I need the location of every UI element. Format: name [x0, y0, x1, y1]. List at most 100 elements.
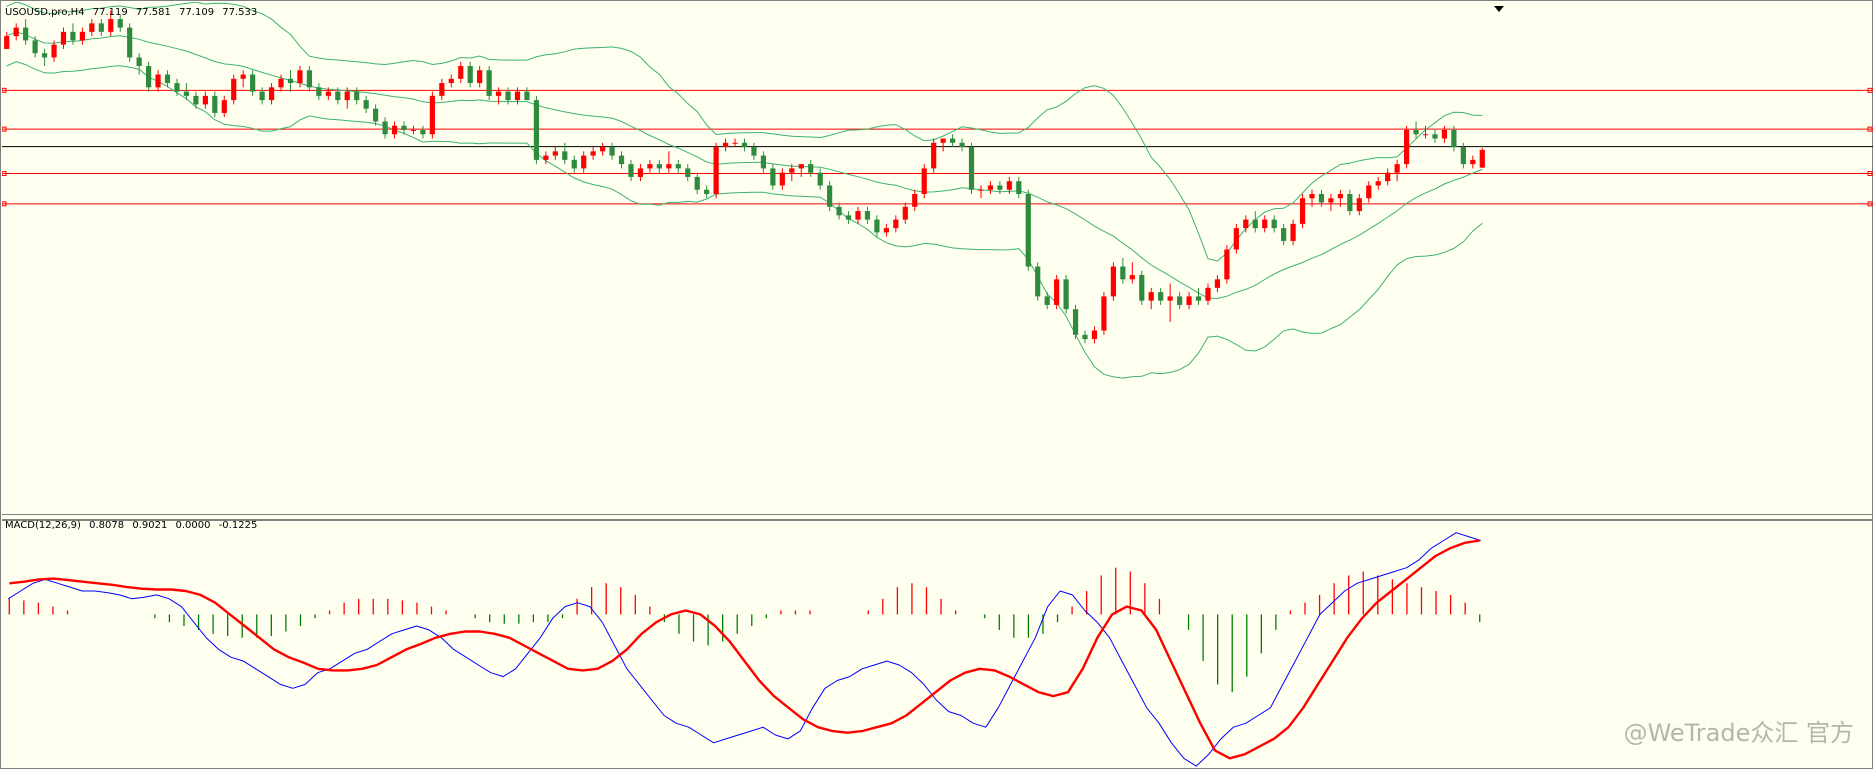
candle-body: [562, 151, 568, 160]
candle-body: [391, 125, 398, 135]
candle-body: [1139, 275, 1145, 301]
candle-body: [4, 36, 10, 49]
candle-body: [685, 168, 691, 177]
low-value: 77.109: [179, 7, 215, 18]
candle-body: [1016, 181, 1022, 194]
candle-body: [1347, 194, 1353, 212]
macd-header: MACD(12,26,9) 0.8078 0.9021 0.0000 -0.12…: [5, 520, 262, 531]
candle-body: [410, 130, 417, 131]
candle-body: [874, 219, 880, 233]
candle-body: [637, 168, 644, 177]
candle-body: [268, 87, 275, 101]
bollinger-lower-band: [6, 61, 1483, 379]
candle-body: [628, 164, 634, 177]
candle-body: [581, 155, 587, 169]
candle-body: [1309, 194, 1315, 199]
close-value: 77.533: [222, 7, 258, 18]
candle-body: [855, 211, 861, 220]
candle-body: [1375, 181, 1381, 186]
candle-body: [571, 159, 577, 169]
price-chart: [2, 2, 1873, 379]
candle-body: [1025, 194, 1031, 267]
candle-body: [117, 19, 123, 28]
candle-body: [1479, 149, 1485, 168]
candle-body: [287, 78, 294, 84]
candle-body: [1299, 198, 1306, 224]
candle-body: [1422, 134, 1429, 136]
candle-body: [231, 78, 237, 101]
candle-body: [666, 164, 672, 169]
level-handle-left: [2, 201, 7, 207]
candle-body: [704, 189, 710, 194]
candle-body: [1214, 279, 1221, 288]
candle-body: [221, 100, 227, 113]
candle-body: [1082, 334, 1088, 340]
macd-value-3: 0.0000: [175, 520, 211, 531]
candle-body: [1091, 330, 1098, 340]
candle-body: [1195, 296, 1202, 301]
scroll-marker-icon: [1494, 6, 1504, 12]
candle-body: [1186, 296, 1192, 305]
level-handle-left: [2, 171, 7, 177]
candle-body: [647, 164, 653, 169]
candle-body: [1233, 228, 1239, 250]
candle-body: [893, 219, 899, 229]
candle-body: [959, 142, 965, 148]
watermark: @WeTrade众汇 官方: [1623, 719, 1854, 747]
candle-body: [789, 168, 795, 173]
candle-body: [98, 23, 104, 32]
symbol-label: USOUSD.pro,H4: [5, 7, 85, 18]
candle-body: [335, 91, 341, 101]
candle-body: [477, 70, 483, 84]
candle-body: [1281, 228, 1287, 241]
macd-value-4: -0.1225: [218, 520, 258, 531]
candle-body: [495, 91, 502, 96]
level-handle-right: [1867, 87, 1873, 93]
candle-body: [467, 66, 473, 84]
candle-body: [354, 91, 360, 101]
candle-body: [864, 211, 871, 220]
candle-body: [51, 44, 57, 58]
candle-body: [1129, 275, 1135, 280]
signal-line: [9, 539, 1480, 760]
candle-body: [732, 142, 738, 144]
candle-body: [174, 83, 180, 92]
price-pane[interactable]: [2, 2, 1873, 515]
macd-value-1: 0.8078: [89, 520, 125, 531]
macd-value-2: 0.9021: [132, 520, 168, 531]
open-value: 77.119: [92, 7, 128, 18]
candle-body: [609, 147, 615, 156]
candle-body: [1035, 266, 1041, 297]
candle-body: [524, 91, 530, 101]
candle-body: [344, 91, 350, 101]
candle-body: [968, 147, 975, 190]
candle-body: [618, 155, 625, 165]
candle-body: [1385, 172, 1391, 182]
candle-body: [23, 27, 29, 41]
candle-body: [1432, 134, 1438, 139]
candle-body: [505, 91, 511, 101]
candle-body: [1252, 219, 1258, 229]
candle-body: [41, 53, 48, 58]
candle-body: [1167, 296, 1173, 301]
candle-body: [675, 164, 681, 169]
candle-body: [70, 31, 76, 41]
candle-body: [1120, 266, 1126, 280]
candle-body: [1101, 296, 1107, 331]
candle-body: [779, 172, 785, 186]
candle-body: [382, 121, 388, 135]
candle-body: [1271, 219, 1277, 229]
candle-body: [978, 189, 984, 191]
candle-body: [883, 228, 889, 233]
macd-pane[interactable]: [2, 519, 1873, 770]
candle-body: [1063, 279, 1069, 310]
candle-body: [902, 206, 908, 220]
level-handle-right: [1867, 126, 1873, 132]
candle-body: [164, 74, 171, 84]
candle-body: [1006, 181, 1012, 190]
candle-body: [183, 91, 190, 96]
candle-body: [1413, 130, 1419, 135]
candle-body: [60, 31, 67, 45]
candle-body: [694, 176, 700, 190]
